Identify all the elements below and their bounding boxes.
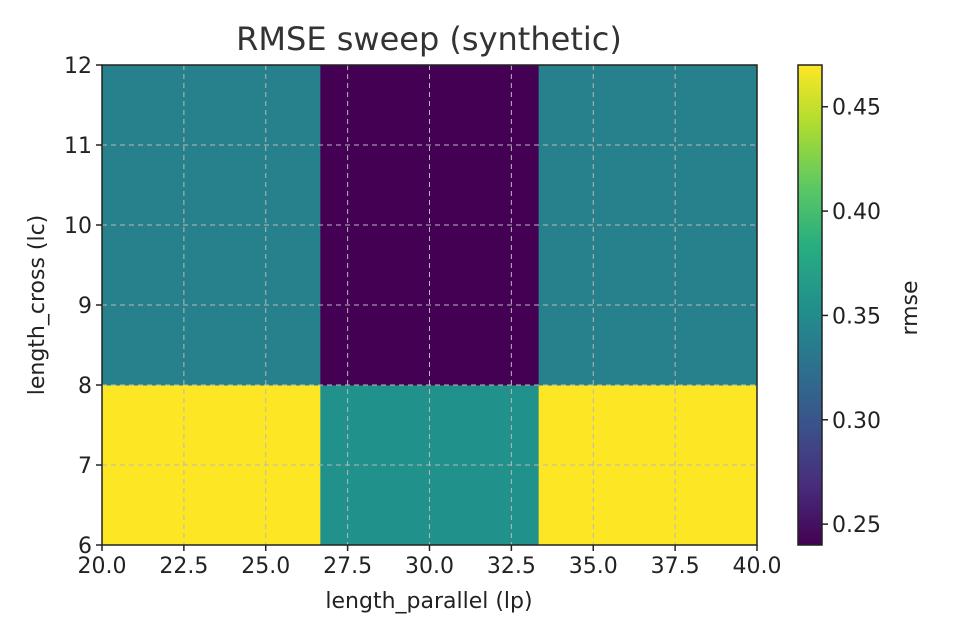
colorbar-label: rmse xyxy=(898,280,923,335)
colorbar xyxy=(797,64,823,546)
y-tick-label: 7 xyxy=(78,454,92,479)
y-axis-label: length_cross (lc) xyxy=(25,215,50,396)
x-axis-label: length_parallel (lp) xyxy=(325,589,532,614)
x-tick-label: 40.0 xyxy=(733,554,782,579)
colorbar-tick-label: 0.30 xyxy=(832,409,881,434)
x-tick-label: 25.0 xyxy=(241,554,290,579)
x-axis-ticks: 20.0 22.5 25.0 27.5 30.0 32.5 35.0 37.5 40.0 xyxy=(78,545,782,579)
x-tick-label: 22.5 xyxy=(159,554,208,579)
y-tick-label: 10 xyxy=(64,214,92,239)
colorbar-tick-label: 0.40 xyxy=(832,200,881,225)
x-tick-label: 20.0 xyxy=(78,554,127,579)
x-tick-label: 32.5 xyxy=(487,554,536,579)
heatmap-cell xyxy=(538,385,758,546)
x-tick-label: 30.0 xyxy=(405,554,454,579)
y-tick-label: 6 xyxy=(78,534,92,559)
y-tick-label: 12 xyxy=(64,54,92,79)
y-tick-label: 8 xyxy=(78,374,92,399)
x-tick-label: 37.5 xyxy=(651,554,700,579)
chart-title: RMSE sweep (synthetic) xyxy=(236,20,622,58)
y-axis-ticks: 6 7 8 9 10 11 12 xyxy=(64,54,102,559)
x-tick-label: 27.5 xyxy=(323,554,372,579)
colorbar-tick-label: 0.45 xyxy=(832,96,881,121)
colorbar-tick-label: 0.35 xyxy=(832,304,881,329)
y-tick-label: 9 xyxy=(78,294,92,319)
colorbar-ticks: 0.25 0.30 0.35 0.40 0.45 xyxy=(822,96,881,538)
heatmap-cell xyxy=(538,65,758,386)
colorbar-tick-label: 0.25 xyxy=(832,513,881,538)
x-tick-label: 35.0 xyxy=(569,554,618,579)
y-tick-label: 11 xyxy=(64,134,92,159)
